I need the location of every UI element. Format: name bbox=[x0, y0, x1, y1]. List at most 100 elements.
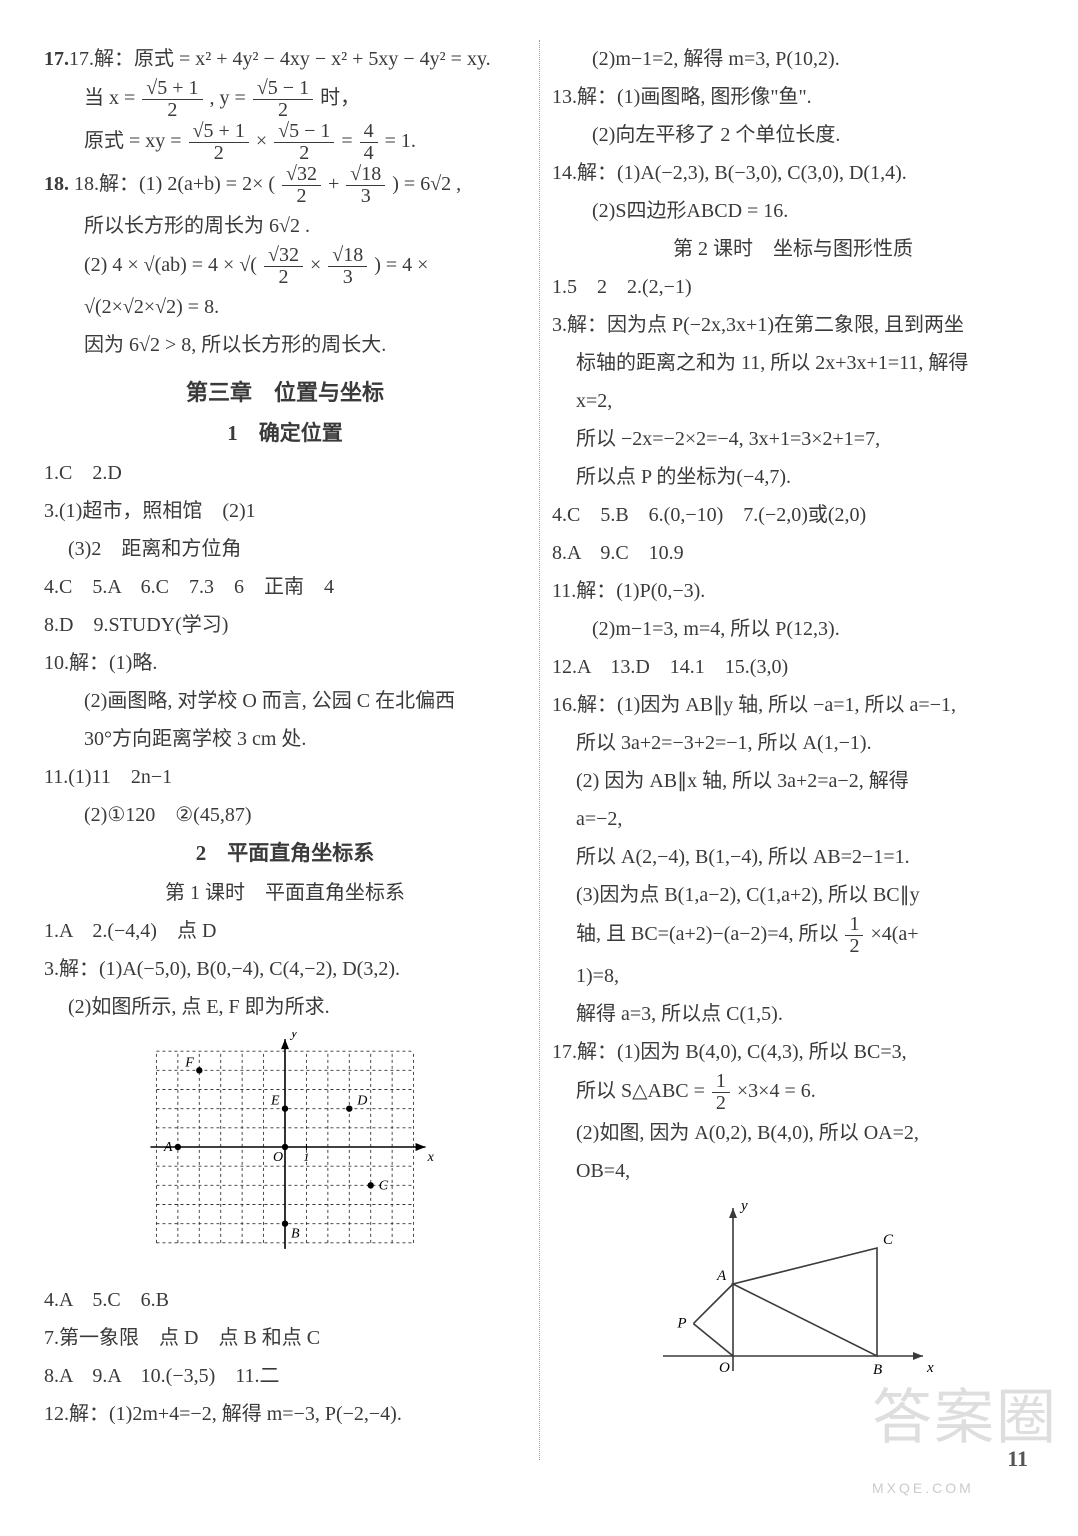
svg-text:E: E bbox=[270, 1093, 280, 1108]
answer-row: (2)如图, 因为 A(0,2), B(4,0), 所以 OA=2, bbox=[552, 1114, 1034, 1152]
answer-row: (2)m−1=2, 解得 m=3, P(10,2). bbox=[552, 40, 1034, 78]
answer-row: 11.解：(1)P(0,−3). bbox=[552, 572, 1034, 610]
answer-row: a=−2, bbox=[552, 800, 1034, 838]
q18-line5: 因为 6√2 > 8, 所以长方形的周长大. bbox=[44, 326, 526, 364]
text: = bbox=[341, 130, 357, 152]
coordinate-grid-svg: 1xyABCDEFO bbox=[135, 1032, 435, 1262]
text: × bbox=[256, 130, 272, 152]
fraction: √183 bbox=[346, 164, 385, 207]
svg-text:C: C bbox=[379, 1178, 389, 1193]
fraction: √5 − 12 bbox=[274, 121, 334, 164]
text: = 1. bbox=[385, 130, 416, 152]
svg-text:x: x bbox=[926, 1360, 934, 1376]
answer-row: 16.解：(1)因为 AB∥y 轴, 所以 −a=1, 所以 a=−1, bbox=[552, 686, 1034, 724]
answer-row: 所以 3a+2=−3+2=−1, 所以 A(1,−1). bbox=[552, 724, 1034, 762]
answer-row: 17.解：(1)因为 B(4,0), C(4,3), 所以 BC=3, bbox=[552, 1033, 1034, 1071]
chapter-heading: 第三章 位置与坐标 bbox=[44, 372, 526, 414]
answer-row: 标轴的距离之和为 11, 所以 2x+3x+1=11, 解得 bbox=[552, 344, 1034, 382]
answer-row: 30°方向距离学校 3 cm 处. bbox=[44, 720, 526, 758]
fraction: √5 + 12 bbox=[142, 78, 202, 121]
watermark-url: MXQE.COM bbox=[872, 1475, 1058, 1502]
q18-line4: √(2×√2×√2) = 8. bbox=[44, 288, 526, 326]
answer-row: 11.(1)11 2n−1 bbox=[44, 758, 526, 796]
q17-line2: 当 x = √5 + 12 , y = √5 − 12 时， bbox=[44, 78, 526, 121]
answer-row: (2)如图所示, 点 E, F 即为所求. bbox=[44, 988, 526, 1026]
answer-row: 3.解：(1)A(−5,0), B(0,−4), C(4,−2), D(3,2)… bbox=[44, 950, 526, 988]
section-heading: 1 确定位置 bbox=[44, 414, 526, 454]
svg-text:F: F bbox=[184, 1055, 194, 1070]
text: 所以 S△ABC = bbox=[576, 1080, 710, 1102]
text: 当 x = bbox=[84, 87, 140, 109]
text: + bbox=[328, 173, 344, 195]
fraction: √322 bbox=[282, 164, 321, 207]
answer-row: 8.A 9.A 10.(−3,5) 11.二 bbox=[44, 1357, 526, 1395]
answer-row: 1.5 2 2.(2,−1) bbox=[552, 268, 1034, 306]
fraction: √183 bbox=[328, 245, 367, 288]
answer-row: (2)S四边形ABCD = 16. bbox=[552, 192, 1034, 230]
q17-line3: 原式 = xy = √5 + 12 × √5 − 12 = 44 = 1. bbox=[44, 121, 526, 164]
answer-row: (2)画图略, 对学校 O 而言, 公园 C 在北偏西 bbox=[44, 682, 526, 720]
page-number: 11 bbox=[1007, 1438, 1028, 1480]
answer-row: (3)因为点 B(1,a−2), C(1,a+2), 所以 BC∥y bbox=[552, 876, 1034, 914]
grid-figure: 1xyABCDEFO bbox=[44, 1026, 526, 1281]
q17-line1: 17.17.解：原式 = x² + 4y² − 4xy − x² + 5xy −… bbox=[44, 40, 526, 78]
svg-text:B: B bbox=[291, 1226, 300, 1241]
answer-row: (3)2 距离和方位角 bbox=[44, 530, 526, 568]
answer-row: 解得 a=3, 所以点 C(1,5). bbox=[552, 995, 1034, 1033]
svg-text:P: P bbox=[676, 1316, 686, 1332]
svg-text:y: y bbox=[289, 1032, 298, 1041]
answer-row: x=2, bbox=[552, 382, 1034, 420]
lesson-heading: 第 1 课时 平面直角坐标系 bbox=[44, 874, 526, 912]
text: (2) 4 × √(ab) = 4 × √( bbox=[84, 254, 262, 276]
answer-row: 1.A 2.(−4,4) 点 D bbox=[44, 912, 526, 950]
svg-text:1: 1 bbox=[303, 1150, 309, 1164]
answer-row: 轴, 且 BC=(a+2)−(a−2)=4, 所以 12 ×4(a+ bbox=[552, 914, 1034, 957]
text: 18.解：(1) 2(a+b) = 2× ( bbox=[74, 173, 280, 195]
answer-row: (2)①120 ②(45,87) bbox=[44, 796, 526, 834]
svg-text:O: O bbox=[273, 1150, 283, 1165]
answer-row: 14.解：(1)A(−2,3), B(−3,0), C(3,0), D(1,4)… bbox=[552, 154, 1034, 192]
q18-line2: 所以长方形的周长为 6√2 . bbox=[44, 207, 526, 245]
q18-line3: (2) 4 × √(ab) = 4 × √( √322 × √183 ) = 4… bbox=[44, 245, 526, 288]
answer-row: 所以 −2x=−2×2=−4, 3x+1=3×2+1=7, bbox=[552, 420, 1034, 458]
fraction: 12 bbox=[712, 1071, 730, 1114]
text: 17.解：原式 = x² + 4y² − 4xy − x² + 5xy − 4y… bbox=[69, 48, 491, 70]
svg-text:y: y bbox=[739, 1198, 748, 1214]
text: 原式 = xy = bbox=[84, 130, 187, 152]
answer-row: 所以 S△ABC = 12 ×3×4 = 6. bbox=[552, 1071, 1034, 1114]
answer-row: 8.A 9.C 10.9 bbox=[552, 534, 1034, 572]
page-body: 17.17.解：原式 = x² + 4y² − 4xy − x² + 5xy −… bbox=[44, 40, 1034, 1460]
text: , y = bbox=[210, 87, 251, 109]
q18-line1: 18. 18.解：(1) 2(a+b) = 2× ( √322 + √183 )… bbox=[44, 164, 526, 207]
answer-row: 所以点 P 的坐标为(−4,7). bbox=[552, 458, 1034, 496]
text: ) = 4 × bbox=[374, 254, 428, 276]
answer-row: (2)向左平移了 2 个单位长度. bbox=[552, 116, 1034, 154]
svg-text:D: D bbox=[356, 1093, 367, 1108]
answer-row: 3.解：因为点 P(−2x,3x+1)在第二象限, 且到两坐 bbox=[552, 306, 1034, 344]
answer-row: 13.解：(1)画图略, 图形像"鱼". bbox=[552, 78, 1034, 116]
svg-text:O: O bbox=[719, 1360, 730, 1376]
text: 时， bbox=[320, 87, 360, 109]
text: ×3×4 = 6. bbox=[737, 1080, 816, 1102]
text: ×4(a+ bbox=[870, 923, 918, 945]
text: ) = 6√2 , bbox=[392, 173, 461, 195]
svg-text:x: x bbox=[427, 1150, 435, 1165]
section-heading: 2 平面直角坐标系 bbox=[44, 834, 526, 874]
fraction: 44 bbox=[360, 121, 378, 164]
svg-text:B: B bbox=[873, 1362, 882, 1378]
answer-row: 4.A 5.C 6.B bbox=[44, 1281, 526, 1319]
answer-row: 3.(1)超市，照相馆 (2)1 bbox=[44, 492, 526, 530]
answer-row: OB=4, bbox=[552, 1152, 1034, 1190]
answer-row: 12.A 13.D 14.1 15.(3,0) bbox=[552, 648, 1034, 686]
answer-row: 4.C 5.A 6.C 7.3 6 正南 4 bbox=[44, 568, 526, 606]
fraction: √5 + 12 bbox=[189, 121, 249, 164]
answer-row: (2) 因为 AB∥x 轴, 所以 3a+2=a−2, 解得 bbox=[552, 762, 1034, 800]
fraction: √322 bbox=[264, 245, 303, 288]
lesson-heading: 第 2 课时 坐标与图形性质 bbox=[552, 230, 1034, 268]
answer-row: 1.C 2.D bbox=[44, 454, 526, 492]
triangle-figure: OABCPxy bbox=[552, 1190, 1034, 1405]
answer-row: 所以 A(2,−4), B(1,−4), 所以 AB=2−1=1. bbox=[552, 838, 1034, 876]
answer-row: (2)m−1=3, m=4, 所以 P(12,3). bbox=[552, 610, 1034, 648]
answer-row: 7.第一象限 点 D 点 B 和点 C bbox=[44, 1319, 526, 1357]
svg-text:C: C bbox=[883, 1232, 894, 1248]
